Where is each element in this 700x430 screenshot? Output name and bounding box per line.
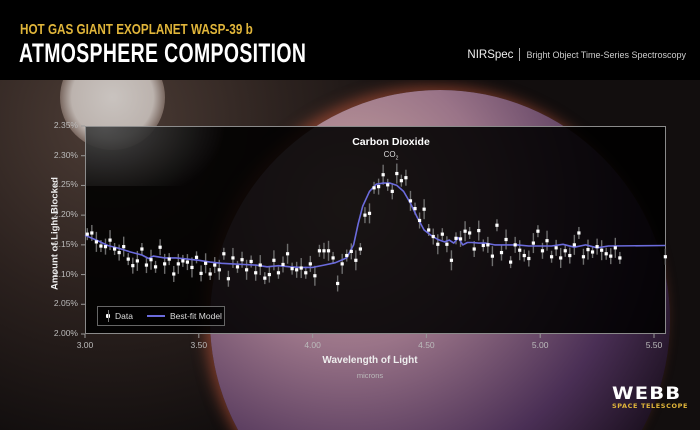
star-glow bbox=[85, 126, 245, 186]
instrument-caption: NIRSpec Bright Object Time-Series Spectr… bbox=[467, 48, 686, 61]
y-tick-label: 2.35% bbox=[53, 120, 78, 130]
x-tick-label: 4.50 bbox=[418, 340, 435, 350]
divider bbox=[519, 48, 521, 61]
legend-model-label: Best-fit Model bbox=[169, 311, 222, 321]
page-title: ATMOSPHERE COMPOSITION bbox=[19, 38, 307, 68]
y-tick-label: 2.25% bbox=[53, 179, 78, 190]
chart-plot-area bbox=[81, 125, 667, 338]
chart-svg bbox=[81, 125, 667, 338]
x-tick-label: 4.00 bbox=[304, 340, 321, 350]
x-tick-label: 3.50 bbox=[190, 340, 208, 350]
header: HOT GAS GIANT EXOPLANET WASP-39 b ATMOSP… bbox=[0, 0, 700, 80]
model-line-icon bbox=[146, 315, 165, 317]
subtitle: HOT GAS GIANT EXOPLANET WASP-39 b bbox=[20, 21, 253, 38]
webb-logo: WEBB SPACE TELESCOPE bbox=[612, 384, 688, 410]
plot-frame bbox=[85, 126, 666, 334]
x-axis-units: microns bbox=[356, 371, 384, 380]
chart-legend: Data Best-fit Model bbox=[97, 306, 225, 326]
y-tick-label: 2.15% bbox=[53, 238, 78, 249]
x-tick-label: 3.00 bbox=[76, 340, 94, 350]
y-tick-label: 2.10% bbox=[53, 268, 78, 279]
webb-tagline: SPACE TELESCOPE bbox=[612, 402, 688, 410]
formula-base: CO bbox=[383, 150, 396, 159]
x-tick-label: 5.00 bbox=[531, 340, 549, 350]
y-tick-label: 2.20% bbox=[53, 209, 78, 220]
legend-data-label: Data bbox=[115, 311, 133, 321]
x-tick-label: 5.50 bbox=[645, 340, 663, 350]
x-axis-label: Wavelength of Light bbox=[322, 355, 418, 366]
annotation-formula: CO2 bbox=[356, 150, 426, 162]
y-tick-label: 2.00% bbox=[53, 328, 78, 338]
formula-subscript: 2 bbox=[395, 155, 399, 162]
instrument-name: NIRSpec bbox=[467, 48, 514, 61]
annotation-carbon-dioxide: Carbon Dioxide bbox=[352, 136, 430, 148]
y-tick-label: 2.05% bbox=[53, 298, 78, 309]
y-axis-label: Amount of Light Blocked bbox=[49, 177, 61, 290]
webb-wordmark: WEBB bbox=[612, 384, 682, 404]
y-tick-label: 2.30% bbox=[53, 149, 78, 160]
data-point-icon bbox=[106, 310, 110, 322]
instrument-mode: Bright Object Time-Series Spectroscopy bbox=[526, 49, 686, 60]
